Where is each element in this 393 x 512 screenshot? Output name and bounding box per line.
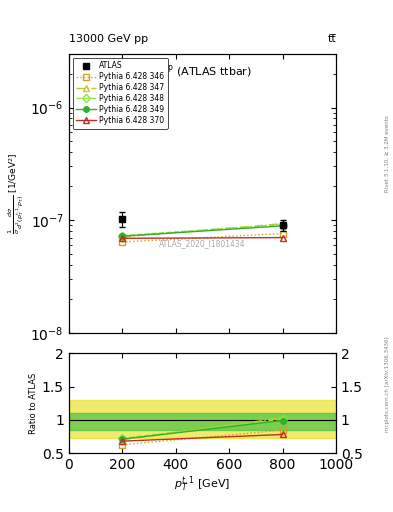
- Text: $p_T^{\mathrm{top}}$ (ATLAS ttbar): $p_T^{\mathrm{top}}$ (ATLAS ttbar): [152, 62, 252, 82]
- Y-axis label: Ratio to ATLAS: Ratio to ATLAS: [29, 373, 38, 434]
- Y-axis label: $\frac{1}{\sigma}\frac{d\sigma}{d^2(p_T^{t,1}{\cdot}p_T)}\ \mathrm{[1/GeV^2]}$: $\frac{1}{\sigma}\frac{d\sigma}{d^2(p_T^…: [6, 153, 26, 234]
- Text: ATLAS_2020_I1801434: ATLAS_2020_I1801434: [159, 239, 246, 248]
- Text: mcplots.cern.ch [arXiv:1306.3436]: mcplots.cern.ch [arXiv:1306.3436]: [385, 336, 389, 432]
- Text: Rivet 3.1.10, ≥ 3.2M events: Rivet 3.1.10, ≥ 3.2M events: [385, 115, 389, 192]
- Text: 13000 GeV pp: 13000 GeV pp: [69, 33, 148, 44]
- Legend: ATLAS, Pythia 6.428 346, Pythia 6.428 347, Pythia 6.428 348, Pythia 6.428 349, P: ATLAS, Pythia 6.428 346, Pythia 6.428 34…: [73, 57, 167, 129]
- Text: tt̅: tt̅: [327, 33, 336, 44]
- Bar: [69, 413, 336, 430]
- Bar: [69, 400, 336, 438]
- X-axis label: $p_T^{t,1}$ [GeV]: $p_T^{t,1}$ [GeV]: [174, 475, 231, 495]
